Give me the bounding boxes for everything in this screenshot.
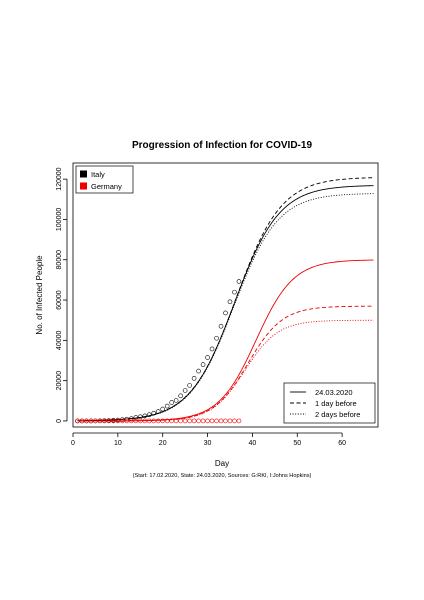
italy-data-point (120, 417, 125, 422)
germany-data-point (102, 418, 107, 424)
chart-title: Progression of Infection for COVID-19 (132, 140, 312, 151)
germany-data-point (93, 418, 98, 424)
x-axis: 0 10 20 30 40 50 60 (71, 432, 346, 447)
germany-data-point (169, 418, 174, 424)
germany-data-point (227, 418, 233, 424)
italy-data-point (146, 412, 152, 418)
germany-data-point (205, 418, 210, 424)
x-tick-label: 60 (338, 440, 346, 447)
germany-legend-label: Germany (91, 182, 122, 191)
germany-data-point (133, 418, 139, 424)
italy-data-point (191, 376, 197, 381)
germany-data-point (187, 418, 192, 424)
germany-data-point (88, 418, 94, 424)
y-axis-title: No. of Infected People (35, 255, 44, 335)
germany-dotted-fit-line (77, 319, 374, 422)
italy-dotted-fit-line (77, 193, 374, 422)
italy-data-point (164, 403, 170, 409)
x-tick-label: 50 (293, 440, 301, 447)
italy-data-point (187, 383, 192, 388)
italy-data-point (155, 409, 161, 414)
italy-data-point (133, 415, 139, 420)
germany-data-point (142, 418, 148, 424)
italy-data-point (214, 335, 219, 341)
germany-data-point (200, 418, 206, 424)
germany-data-point (120, 418, 125, 424)
germany-data-point (146, 418, 152, 424)
y-tick-label: 40000 (56, 331, 63, 351)
italy-data-point (178, 393, 183, 399)
italy-data-point (182, 388, 188, 393)
germany-data-point (218, 418, 224, 424)
germany-data-point (223, 418, 228, 424)
germany-data-point (106, 418, 112, 424)
italy-data-point (232, 289, 237, 295)
italy-data-point (151, 410, 157, 416)
germany-data-point (79, 418, 85, 424)
italy-data-point (173, 398, 179, 403)
germany-data-point (164, 418, 170, 424)
germany-data-point (151, 418, 157, 424)
y-tick-label: 100000 (56, 208, 63, 231)
x-axis-title: Day (215, 459, 229, 468)
italy-data-point (236, 279, 242, 284)
plot-area (75, 177, 374, 424)
country-legend: Italy Germany (75, 165, 134, 194)
germany-data-point (115, 418, 121, 424)
germany-data-point (236, 418, 242, 424)
y-tick-label: 120000 (56, 167, 63, 190)
y-tick-label: 0 (56, 419, 63, 423)
germany-data-point (111, 418, 116, 424)
germany-data-point (209, 418, 215, 424)
italy-data-point (205, 355, 210, 360)
y-tick-label: 60000 (56, 290, 63, 310)
germany-data-point (124, 418, 130, 424)
germany-data-point (129, 418, 134, 424)
y-tick-label: 80000 (56, 250, 63, 270)
x-tick-label: 30 (204, 440, 212, 447)
germany-data-point (160, 418, 166, 424)
italy-data-point (200, 362, 206, 367)
plot-frame (72, 162, 379, 428)
italy-legend-swatch (80, 170, 87, 178)
line-legend-label: 24.03.2020 (315, 388, 353, 397)
italy-legend-label: Italy (91, 170, 105, 179)
italy-data-point (169, 400, 174, 405)
x-tick-label: 10 (114, 440, 122, 447)
germany-data-point (182, 418, 188, 424)
germany-data-point (191, 418, 197, 424)
line-style-legend: 24.03.2020 1 day before 2 days before (283, 382, 376, 424)
germany-data-point (97, 418, 103, 424)
italy-data-point (223, 310, 228, 316)
source-note: (Start: 17.02.2020, State: 24.03.2020, S… (133, 473, 312, 479)
germany-data-point (137, 418, 143, 424)
italy-data-point (196, 368, 201, 374)
germany-data-point (155, 418, 161, 424)
italy-data-point (142, 413, 148, 419)
germany-data-point (84, 418, 89, 424)
y-axis: 0 20000 40000 60000 80000 100000 120000 (56, 167, 68, 423)
x-tick-label: 40 (249, 440, 257, 447)
germany-data-point (196, 418, 201, 424)
germany-data-point (178, 418, 183, 424)
germany-legend-swatch (80, 182, 87, 190)
x-tick-label: 20 (159, 440, 167, 447)
germany-data-point (232, 418, 237, 424)
italy-data-point (218, 323, 224, 329)
y-tick-label: 20000 (56, 371, 63, 391)
germany-data-point (75, 418, 80, 424)
italy-data-point (227, 299, 233, 305)
italy-data-point (209, 346, 215, 352)
germany-dashed-fit-line (77, 305, 374, 422)
x-tick-label: 0 (71, 440, 75, 447)
germany-data-point (214, 418, 219, 424)
germany-data-point (173, 418, 179, 424)
line-legend-label: 2 days before (315, 410, 360, 419)
italy-data-point (160, 406, 166, 412)
line-legend-label: 1 day before (315, 399, 357, 408)
